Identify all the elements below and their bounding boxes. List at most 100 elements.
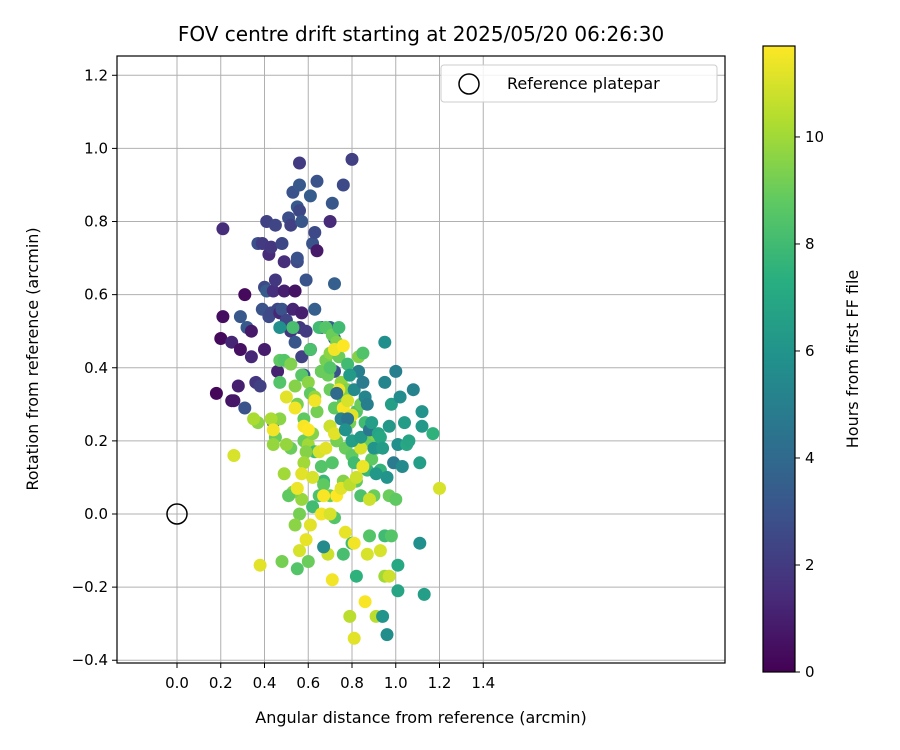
data-point bbox=[378, 335, 392, 349]
data-point bbox=[341, 412, 355, 426]
data-point bbox=[347, 536, 361, 550]
data-point bbox=[338, 525, 352, 539]
data-point bbox=[268, 218, 282, 232]
y-tick-label: 0.2 bbox=[84, 432, 108, 450]
data-point bbox=[328, 427, 341, 441]
chart-title: FOV centre drift starting at 2025/05/20 … bbox=[178, 22, 664, 46]
data-point bbox=[391, 558, 405, 572]
data-point bbox=[277, 467, 291, 481]
data-point bbox=[317, 489, 331, 503]
data-point bbox=[310, 244, 324, 258]
data-point bbox=[299, 533, 313, 547]
data-point bbox=[343, 609, 357, 623]
data-point bbox=[303, 518, 317, 532]
data-point bbox=[349, 569, 363, 583]
data-point bbox=[356, 375, 370, 389]
data-point bbox=[244, 350, 258, 364]
data-point bbox=[301, 423, 315, 437]
data-point bbox=[244, 324, 258, 338]
data-point bbox=[266, 284, 280, 298]
colorbar-gradient bbox=[763, 46, 795, 672]
data-point bbox=[336, 547, 350, 561]
grid-lines bbox=[117, 56, 725, 663]
data-point bbox=[376, 441, 390, 455]
y-tick-label: −0.2 bbox=[72, 578, 108, 596]
data-point bbox=[328, 277, 341, 291]
data-point bbox=[214, 332, 228, 345]
data-point bbox=[382, 419, 396, 433]
reference-platepar-marker bbox=[166, 503, 188, 525]
data-point bbox=[356, 460, 370, 473]
data-point bbox=[253, 379, 267, 393]
x-axis-label: Angular distance from reference (arcmin) bbox=[255, 708, 586, 727]
data-points bbox=[209, 152, 446, 645]
data-point bbox=[325, 573, 339, 587]
data-point bbox=[415, 419, 429, 433]
data-point bbox=[314, 460, 328, 473]
data-point bbox=[264, 240, 278, 254]
data-point bbox=[332, 321, 346, 334]
colorbar-tick-label: 8 bbox=[805, 235, 815, 253]
data-point bbox=[417, 587, 431, 601]
data-point bbox=[323, 507, 337, 521]
data-point bbox=[356, 346, 370, 360]
data-point bbox=[347, 383, 361, 397]
data-point bbox=[231, 379, 245, 393]
data-point bbox=[360, 397, 374, 411]
data-point bbox=[301, 555, 315, 568]
data-point bbox=[323, 361, 337, 375]
data-point bbox=[308, 302, 322, 316]
colorbar-tick-label: 4 bbox=[805, 449, 815, 467]
plot-frame bbox=[116, 55, 726, 664]
x-tick-label: 1.0 bbox=[384, 674, 408, 692]
data-point bbox=[295, 350, 309, 364]
data-point bbox=[288, 401, 302, 415]
data-point bbox=[343, 368, 357, 382]
data-point bbox=[308, 394, 322, 408]
data-point bbox=[310, 405, 324, 419]
data-point bbox=[341, 394, 355, 408]
y-tick-label: 0.4 bbox=[84, 359, 108, 377]
data-point bbox=[310, 174, 324, 188]
data-point bbox=[216, 310, 230, 324]
data-point bbox=[209, 386, 223, 400]
x-tick-label: 0.6 bbox=[296, 674, 320, 692]
data-point bbox=[227, 394, 241, 408]
data-point bbox=[275, 302, 289, 316]
data-point bbox=[382, 569, 396, 583]
data-point bbox=[354, 441, 368, 455]
data-point bbox=[398, 416, 411, 430]
data-point bbox=[227, 449, 241, 462]
legend-entry-reference: Reference platepar bbox=[507, 74, 660, 93]
data-point bbox=[391, 584, 405, 598]
data-point bbox=[288, 518, 302, 532]
data-point bbox=[402, 434, 416, 448]
data-point bbox=[317, 478, 331, 492]
data-point bbox=[325, 196, 339, 210]
data-point bbox=[384, 397, 398, 411]
data-point bbox=[295, 306, 309, 320]
x-tick-label: 0.4 bbox=[253, 674, 277, 692]
data-point bbox=[345, 152, 359, 166]
data-point bbox=[389, 364, 403, 378]
data-point bbox=[258, 343, 271, 356]
data-point bbox=[266, 438, 280, 451]
data-point bbox=[303, 189, 317, 203]
data-point bbox=[297, 456, 311, 470]
data-point bbox=[336, 178, 350, 192]
data-point bbox=[233, 310, 247, 324]
data-point bbox=[290, 481, 304, 495]
data-point bbox=[293, 156, 306, 170]
data-point bbox=[275, 555, 289, 568]
x-axis-ticks: 0.0 0.2 0.4 0.6 0.8 1.0 1.2 1.4 bbox=[165, 663, 495, 692]
y-tick-label: −0.4 bbox=[72, 651, 108, 669]
y-axis-ticks: −0.4 −0.2 0.0 0.2 0.4 0.6 0.8 1.0 1.2 bbox=[72, 66, 117, 669]
x-tick-label: 1.4 bbox=[471, 674, 495, 692]
data-point bbox=[336, 339, 350, 353]
data-point bbox=[299, 273, 313, 287]
data-point bbox=[266, 423, 280, 437]
data-point bbox=[301, 375, 315, 389]
data-point bbox=[426, 427, 440, 441]
data-point bbox=[365, 452, 379, 466]
data-point bbox=[290, 562, 304, 576]
